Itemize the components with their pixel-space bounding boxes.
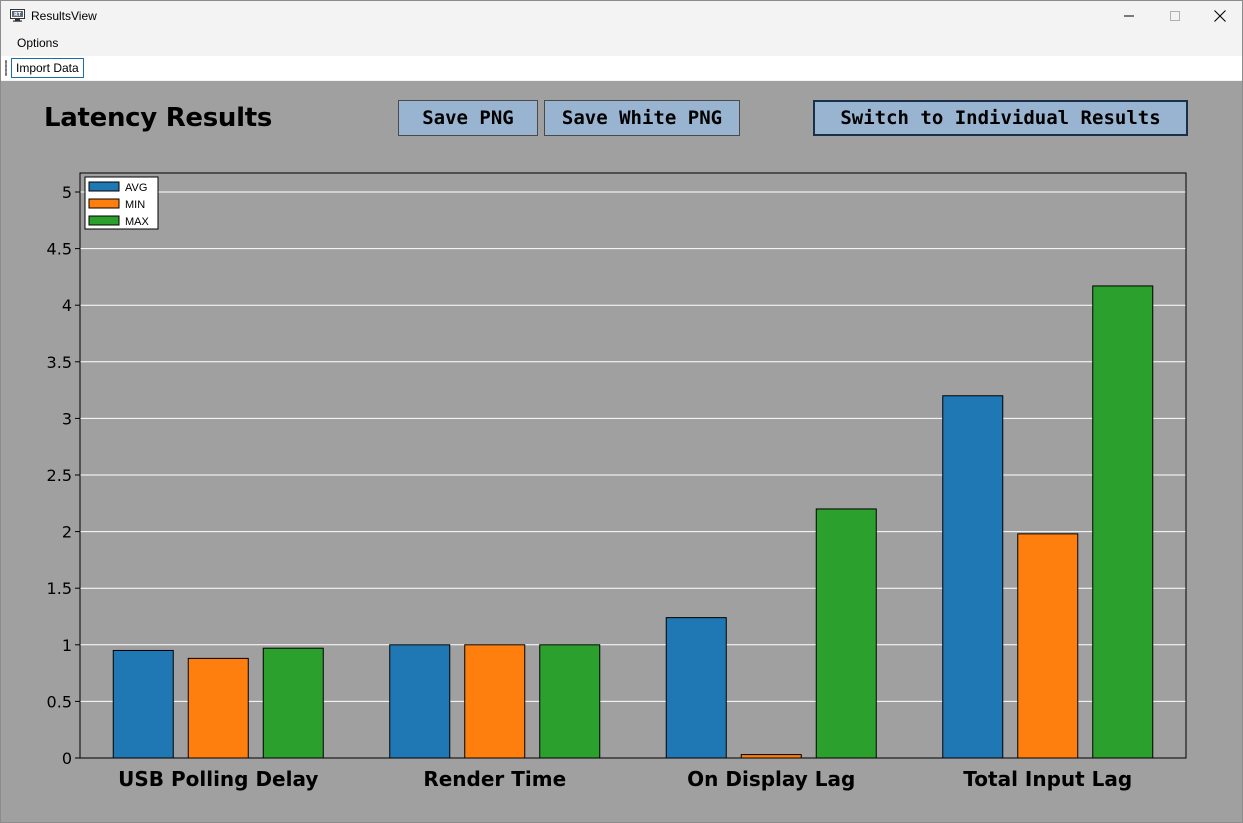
y-tick-label: 2	[62, 523, 72, 542]
y-tick-label: 3	[62, 409, 72, 428]
latency-bar-chart: 0 0.5 1 1.5 2 2.5 3 3.5 4 4.5 5 USB Polling Delay Re…	[47, 172, 1187, 791]
bar-max	[815, 508, 877, 759]
y-tick-label: 4	[62, 296, 72, 315]
minimize-icon	[1124, 15, 1134, 17]
close-button[interactable]	[1197, 1, 1242, 31]
legend-swatch-min	[88, 198, 120, 209]
bar-min	[187, 657, 249, 759]
bar-max	[539, 644, 601, 759]
bar-min	[740, 754, 802, 759]
bar-avg	[112, 649, 174, 759]
y-tick-label: 4.5	[47, 240, 72, 259]
x-category-label: USB Polling Delay	[118, 767, 318, 791]
x-category-label: On Display Lag	[687, 767, 855, 791]
bar-avg	[665, 617, 727, 759]
maximize-button[interactable]	[1152, 1, 1198, 31]
maximize-icon	[1170, 11, 1180, 21]
page-title: Latency Results	[44, 103, 273, 133]
toolbar: Import Data	[1, 56, 1242, 80]
x-category-label: Total Input Lag	[963, 767, 1132, 791]
menu-bar: Options	[1, 32, 1242, 55]
y-tick-label: 2.5	[47, 466, 72, 485]
legend-label-max: MAX	[125, 216, 150, 228]
plot-frame	[79, 172, 1187, 759]
close-icon	[1214, 10, 1226, 22]
toolbar-grip[interactable]	[5, 60, 7, 76]
y-tick-label: 3.5	[47, 353, 72, 372]
legend-label-avg: AVG	[125, 182, 147, 194]
bar-min	[464, 644, 526, 759]
title-bar[interactable]: RT ResultsView	[1, 1, 1242, 31]
save-white-png-button[interactable]: Save White PNG	[544, 100, 740, 136]
import-data-button[interactable]: Import Data	[11, 58, 84, 78]
bar-avg	[389, 644, 451, 759]
bar-max	[1092, 285, 1154, 759]
bar-avg	[942, 395, 1004, 759]
x-category-label: Render Time	[423, 767, 566, 791]
legend-swatch-max	[88, 215, 120, 226]
results-panel: Latency Results Save PNG Save White PNG …	[1, 81, 1242, 822]
y-tick-label: 0.5	[47, 692, 72, 711]
y-tick-label: 5	[62, 183, 72, 202]
save-png-button[interactable]: Save PNG	[398, 100, 538, 136]
legend-swatch-avg	[88, 181, 120, 192]
y-tick-label: 0	[62, 749, 72, 768]
legend-label-min: MIN	[125, 199, 145, 211]
y-tick-label: 1	[62, 636, 72, 655]
minimize-button[interactable]	[1106, 1, 1152, 31]
switch-results-button[interactable]: Switch to Individual Results	[813, 100, 1188, 136]
bar-max	[262, 647, 324, 759]
svg-text:RT: RT	[14, 12, 22, 18]
y-tick-label: 1.5	[47, 579, 72, 598]
bar-min	[1017, 533, 1079, 759]
app-monitor-icon: RT	[10, 9, 25, 22]
window-title: ResultsView	[31, 9, 97, 23]
menu-options[interactable]: Options	[17, 36, 59, 50]
